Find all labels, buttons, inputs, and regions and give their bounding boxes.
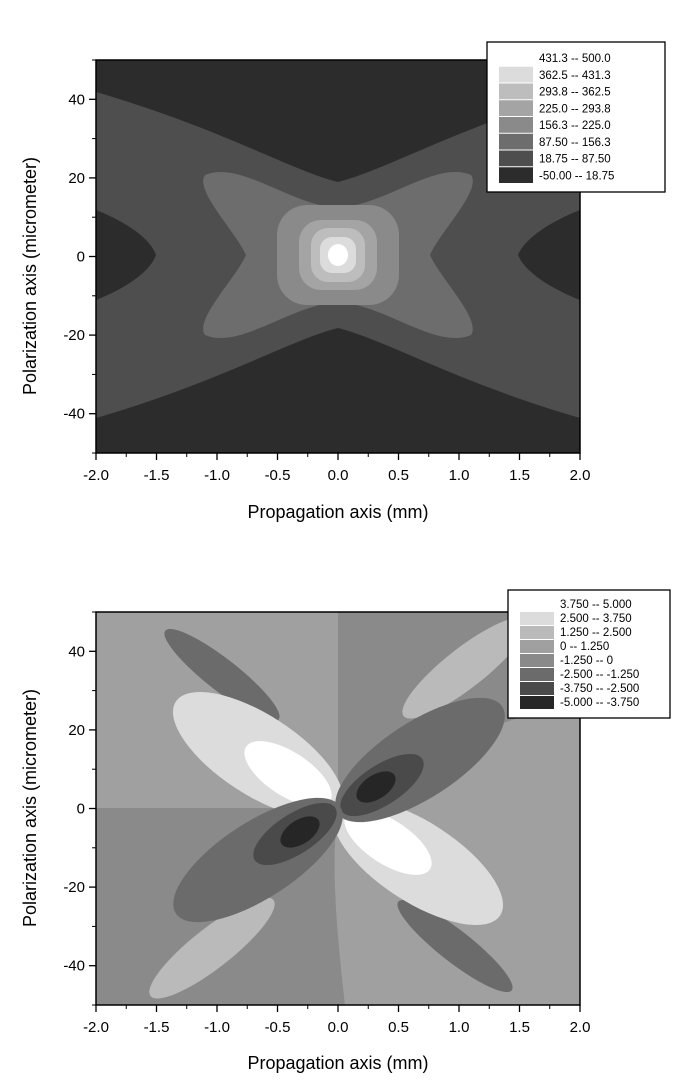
y-tick-label: -20	[63, 327, 85, 344]
legend-swatch	[520, 626, 554, 639]
x-tick-label: 1.0	[449, 467, 470, 484]
y-tick-label: 0	[77, 249, 85, 266]
x-tick-label: -0.5	[265, 1019, 291, 1036]
contour-lobe	[280, 816, 320, 848]
legend-label: 18.75 -- 87.50	[539, 154, 611, 166]
x-tick-label: 1.5	[509, 1019, 530, 1036]
y-axis-title: Polarization axis (micrometer)	[20, 157, 40, 395]
legend-swatch	[499, 50, 533, 66]
legend-swatch	[520, 598, 554, 611]
legend: 431.3 -- 500.0 362.5 -- 431.3 293.8 -- 362…	[486, 41, 666, 193]
legend-label: 87.50 -- 156.3	[539, 137, 611, 149]
x-tick-label: 0.5	[388, 467, 409, 484]
legend-label: 2.500 -- 3.750	[560, 613, 632, 625]
x-tick-label: -1.5	[144, 1019, 170, 1036]
legend-label: 156.3 -- 225.0	[539, 120, 611, 132]
legend-label: 0 -- 1.250	[560, 641, 609, 653]
y-axis: -40 -20 0 20 40	[63, 59, 96, 454]
contour-lobe	[397, 899, 513, 993]
contour-lobe	[402, 617, 528, 719]
x-tick-label: -1.0	[204, 467, 230, 484]
x-axis-title: Propagation axis (mm)	[247, 502, 428, 522]
contour-band-peak	[328, 244, 348, 266]
contour-lobe	[344, 809, 432, 875]
x-tick-label: 0.0	[328, 1019, 349, 1036]
chart-difference: -2.0 -1.5 -1.0 -0.5 0.0 0.5 1.0 1.5 2.0 -40 -20 0 2…	[20, 589, 671, 1073]
y-tick-label: -40	[63, 406, 85, 423]
y-tick-label: 0	[77, 801, 85, 818]
legend-label: -1.250 -- 0	[560, 655, 613, 667]
legend-swatch	[520, 696, 554, 709]
legend-swatch	[499, 133, 533, 150]
y-tick-label: 40	[68, 91, 85, 108]
x-tick-label: 2.0	[570, 1019, 591, 1036]
legend-label: 293.8 -- 362.5	[539, 87, 611, 99]
x-tick-label: 0.0	[328, 467, 349, 484]
contour-plot-area	[96, 612, 580, 1005]
legend-label: 225.0 -- 293.8	[539, 103, 611, 115]
legend-label: -5.000 -- -3.750	[560, 697, 639, 709]
legend-label: 1.250 -- 2.500	[560, 627, 632, 639]
y-tick-label: 20	[68, 722, 85, 739]
legend-swatch	[520, 668, 554, 681]
y-axis: -40 -20 0 20 40	[63, 611, 96, 1006]
legend-swatch	[520, 640, 554, 653]
legend-swatch	[520, 682, 554, 695]
legend-swatch	[520, 612, 554, 625]
x-tick-label: 1.5	[509, 467, 530, 484]
contour-lobe	[244, 741, 332, 807]
legend-swatch	[520, 654, 554, 667]
legend-label: -3.750 -- -2.500	[560, 683, 639, 695]
legend-label: 431.3 -- 500.0	[539, 53, 611, 65]
x-tick-label: -0.5	[265, 467, 291, 484]
y-axis-title: Polarization axis (micrometer)	[20, 689, 40, 927]
contour-lobe	[356, 771, 396, 803]
x-axis: -2.0 -1.5 -1.0 -0.5 0.0 0.5 1.0 1.5 2.0	[83, 1005, 590, 1036]
y-tick-label: 40	[68, 643, 85, 660]
x-axis-title: Propagation axis (mm)	[247, 1053, 428, 1073]
legend-label: 362.5 -- 431.3	[539, 70, 611, 82]
x-tick-label: 2.0	[570, 467, 591, 484]
legend: 3.750 -- 5.000 2.500 -- 3.750 1.250 -- 2.5…	[507, 589, 671, 719]
chart-intensity: -2.0 -1.5 -1.0 -0.5 0.0 0.5 1.0 1.5 2.0 -40 -20 0 2…	[20, 41, 666, 522]
x-tick-label: -2.0	[83, 1019, 109, 1036]
x-tick-label: -1.0	[204, 1019, 230, 1036]
x-tick-label: -1.5	[144, 467, 170, 484]
x-axis: -2.0 -1.5 -1.0 -0.5 0.0 0.5 1.0 1.5 2.0	[83, 453, 590, 484]
legend-swatch	[499, 100, 533, 116]
contour-lobe	[164, 628, 280, 722]
contour-lobe	[149, 897, 275, 999]
legend-swatch	[499, 66, 533, 83]
legend-swatch	[499, 83, 533, 100]
x-tick-label: 0.5	[388, 1019, 409, 1036]
legend-swatch	[499, 117, 533, 133]
y-tick-label: 20	[68, 170, 85, 187]
y-tick-label: -40	[63, 958, 85, 975]
legend-label: 3.750 -- 5.000	[560, 599, 632, 611]
legend-swatch	[499, 150, 533, 167]
x-tick-label: 1.0	[449, 1019, 470, 1036]
legend-swatch	[499, 167, 533, 183]
legend-label: -50.00 -- 18.75	[539, 170, 614, 182]
y-tick-label: -20	[63, 879, 85, 896]
legend-label: -2.500 -- -1.250	[560, 669, 639, 681]
x-tick-label: -2.0	[83, 467, 109, 484]
